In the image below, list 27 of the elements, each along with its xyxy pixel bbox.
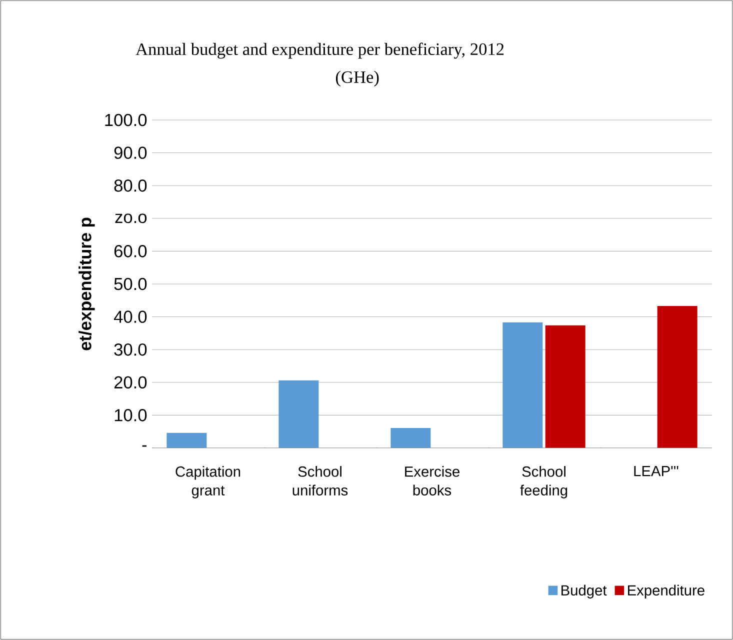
x-tick-label: Capitation grant (176, 466, 240, 498)
y-tick-label: 60.0 (114, 245, 147, 258)
bar (278, 380, 319, 448)
y-tick-label: 50.0 (114, 278, 147, 290)
bar (502, 322, 543, 448)
legend-label: Budget (562, 584, 607, 598)
y-tick-label: 10.0 (114, 409, 147, 422)
x-tick-label: School feeding (520, 466, 568, 498)
y-tick-label: 40.0 (114, 310, 147, 323)
y-tick-label: zo.o (115, 214, 147, 224)
x-tick-label: School uniforms (292, 466, 348, 496)
y-axis-title: et/expenditure p (78, 218, 95, 350)
legend-label: Expenditure (628, 584, 704, 598)
y-tick-label: 90.0 (114, 146, 147, 159)
y-tick-label: 30.0 (114, 343, 147, 356)
y-tick-label: 80.0 (114, 179, 147, 192)
bar (545, 325, 586, 448)
x-tick-label: LEAP''' (634, 466, 678, 476)
bar (657, 306, 698, 448)
bar (390, 428, 431, 448)
y-tick-label: 100.0 (105, 114, 147, 126)
chart-title: Annual budget and expenditure per beneficiary, 2012 (136, 42, 504, 59)
chart-subtitle: (GHe) (336, 70, 379, 87)
y-tick-label: 20.0 (114, 376, 147, 389)
bar (166, 432, 207, 448)
x-tick-label: Exercise books (405, 466, 460, 496)
y-tick-label: - (142, 445, 147, 447)
